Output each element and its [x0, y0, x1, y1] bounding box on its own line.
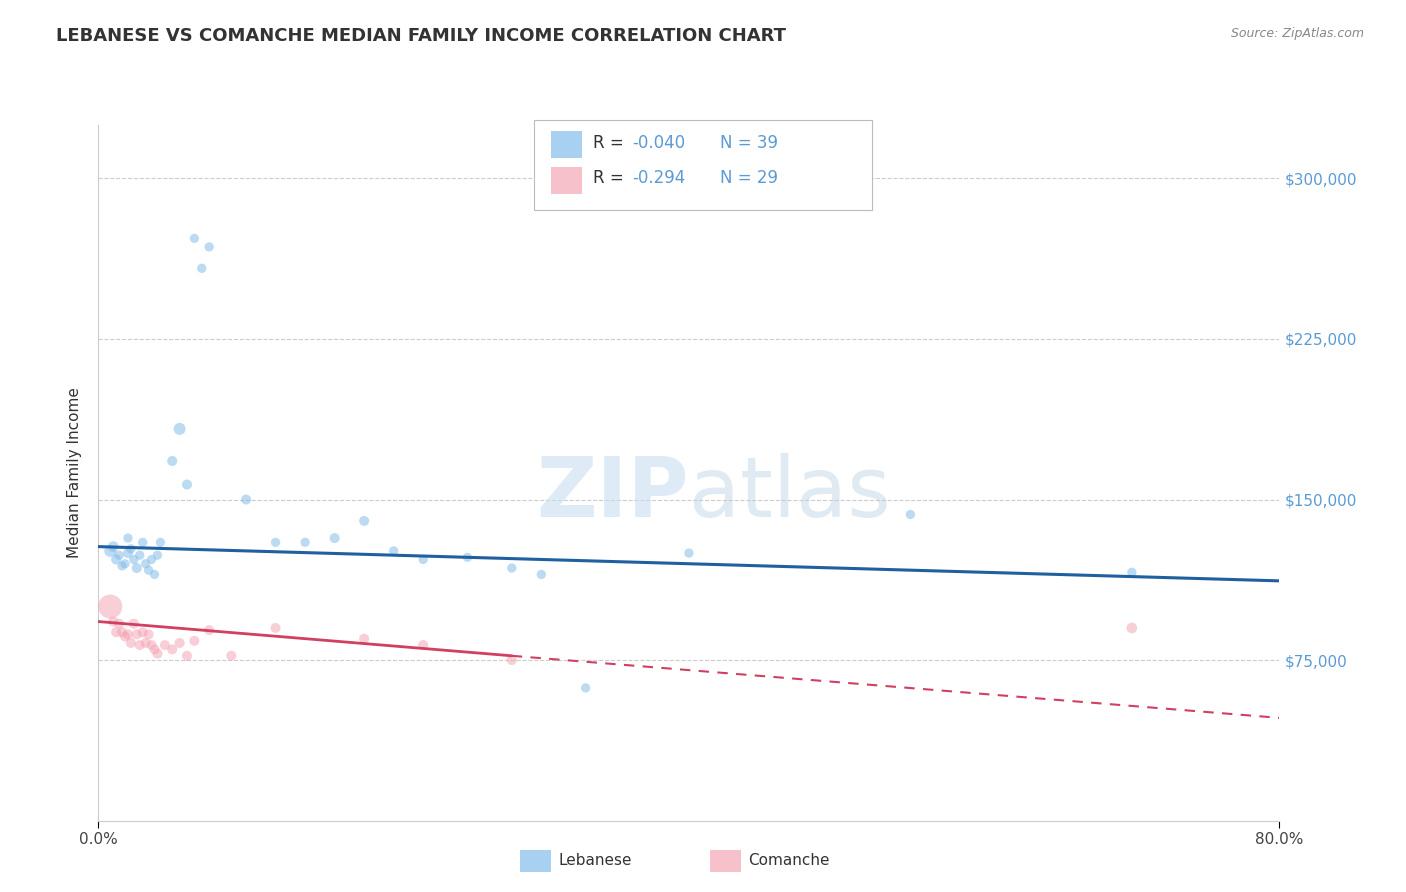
Point	[221, 648, 243, 663]
Point	[98, 599, 121, 614]
Point	[153, 638, 176, 652]
Point	[117, 546, 139, 560]
Point	[501, 653, 523, 667]
Point	[117, 531, 139, 545]
Point	[1121, 566, 1143, 580]
Point	[176, 648, 198, 663]
Text: Comanche: Comanche	[748, 854, 830, 868]
Text: -0.040: -0.040	[633, 134, 686, 152]
Point	[530, 567, 553, 582]
Point	[198, 623, 221, 637]
Point	[120, 541, 142, 556]
Text: LEBANESE VS COMANCHE MEDIAN FAMILY INCOME CORRELATION CHART: LEBANESE VS COMANCHE MEDIAN FAMILY INCOM…	[56, 27, 786, 45]
Text: Lebanese: Lebanese	[558, 854, 631, 868]
Point	[125, 561, 148, 575]
Point	[114, 630, 136, 644]
Point	[162, 454, 183, 468]
Point	[138, 563, 160, 577]
Point	[125, 627, 148, 641]
Point	[120, 636, 142, 650]
Point	[169, 636, 191, 650]
Point	[501, 561, 523, 575]
Point	[294, 535, 316, 549]
Point	[128, 638, 150, 652]
Y-axis label: Median Family Income: Median Family Income	[67, 387, 83, 558]
Point	[176, 477, 198, 491]
Point	[138, 627, 160, 641]
Text: N = 29: N = 29	[720, 169, 778, 187]
Point	[141, 552, 163, 566]
Point	[114, 557, 136, 571]
Point	[143, 567, 166, 582]
Point	[412, 638, 434, 652]
Text: R =: R =	[593, 134, 624, 152]
Point	[111, 558, 134, 573]
Point	[412, 552, 434, 566]
Point	[143, 642, 166, 657]
Point	[146, 548, 169, 562]
Point	[135, 636, 157, 650]
Text: Source: ZipAtlas.com: Source: ZipAtlas.com	[1230, 27, 1364, 40]
Text: -0.294: -0.294	[633, 169, 686, 187]
Point	[382, 544, 405, 558]
Point	[135, 557, 157, 571]
Point	[141, 638, 163, 652]
Point	[146, 647, 169, 661]
Point	[574, 681, 596, 695]
Point	[122, 552, 145, 566]
Text: R =: R =	[593, 169, 624, 187]
Text: ZIP: ZIP	[537, 453, 689, 534]
Point	[169, 422, 191, 436]
Point	[353, 514, 375, 528]
Point	[264, 535, 287, 549]
Point	[117, 627, 139, 641]
Point	[111, 625, 134, 640]
Point	[235, 492, 257, 507]
Point	[105, 552, 128, 566]
Point	[323, 531, 346, 545]
Point	[122, 616, 145, 631]
Point	[264, 621, 287, 635]
Point	[128, 548, 150, 562]
Point	[132, 625, 155, 640]
Point	[149, 535, 172, 549]
Point	[132, 535, 155, 549]
Point	[183, 231, 205, 245]
Point	[1121, 621, 1143, 635]
Point	[456, 550, 478, 565]
Point	[198, 240, 221, 254]
Text: N = 39: N = 39	[720, 134, 778, 152]
Point	[108, 548, 131, 562]
Point	[900, 508, 922, 522]
Point	[183, 633, 205, 648]
Point	[98, 544, 121, 558]
Point	[162, 642, 183, 657]
Point	[678, 546, 700, 560]
Point	[105, 625, 128, 640]
Text: atlas: atlas	[689, 453, 890, 534]
Point	[108, 616, 131, 631]
Point	[353, 632, 375, 646]
Point	[191, 261, 214, 276]
Point	[103, 615, 125, 629]
Point	[103, 540, 125, 554]
